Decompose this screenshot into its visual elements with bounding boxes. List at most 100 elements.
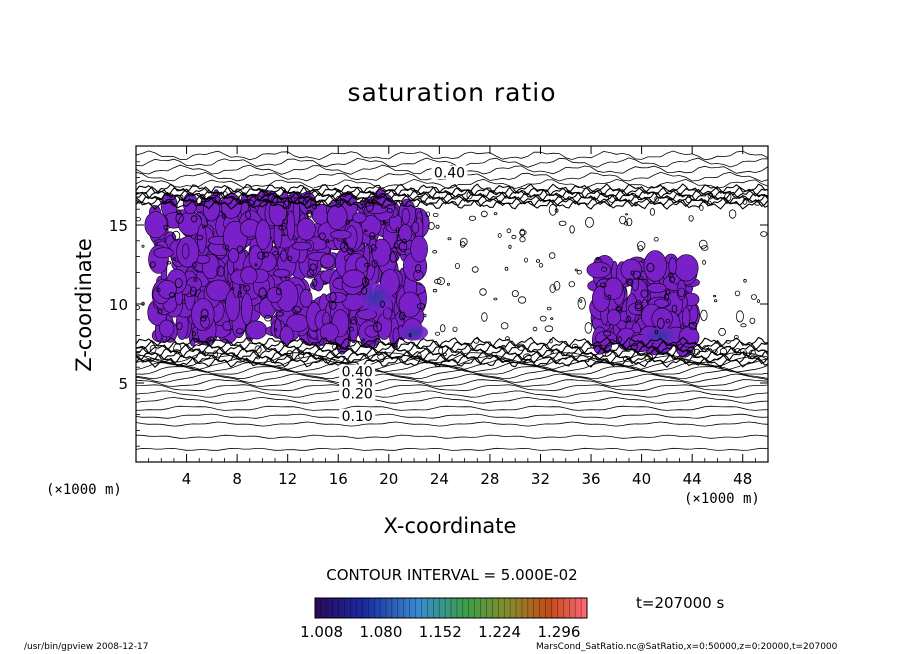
contour-loop	[454, 262, 460, 269]
saturation-blob	[674, 254, 699, 282]
contour-loop	[517, 296, 527, 304]
contour-loop	[416, 303, 426, 310]
contour-line	[136, 421, 768, 427]
contour-loop	[437, 277, 445, 286]
contour-loop	[168, 292, 176, 298]
saturation-blob	[319, 253, 335, 269]
contour-loop	[585, 216, 594, 228]
contour-loop	[224, 244, 229, 250]
saturation-blob	[620, 258, 642, 281]
contour-loop	[237, 291, 242, 295]
plot-area: 0.400.400.300.200.10	[136, 150, 768, 451]
contour-loop	[459, 241, 466, 248]
contour-loop	[394, 243, 399, 249]
contour-loop	[173, 257, 177, 262]
contour-loop	[685, 196, 692, 203]
x-tick-label: 16	[329, 470, 348, 488]
contour-loop	[328, 300, 337, 310]
time-label: t=207000 s	[636, 594, 725, 612]
x-axis-label: X-coordinate	[383, 514, 517, 538]
saturation-blob	[410, 235, 428, 263]
contour-loop	[306, 209, 313, 219]
contour-label-bg	[339, 408, 376, 423]
contour-loop	[235, 328, 244, 335]
contour-loop	[554, 208, 559, 213]
contour-line	[136, 384, 768, 392]
contour-loop	[365, 199, 374, 212]
contour-loop	[481, 312, 488, 322]
contour-loop	[519, 236, 526, 243]
contour-loop	[538, 263, 544, 268]
contour-label-bg	[431, 165, 468, 180]
saturation-blob	[382, 307, 393, 320]
contour-loop	[243, 284, 251, 292]
contour-loop	[254, 263, 258, 267]
contour-loop	[361, 276, 369, 287]
contour-loop	[524, 257, 528, 263]
contour-loop	[304, 199, 308, 203]
colorbar-tick-label: 1.080	[359, 623, 402, 641]
contour-loop	[389, 251, 398, 263]
contour-loop	[380, 300, 385, 308]
contour-line	[136, 350, 768, 362]
contour-loop	[549, 284, 556, 293]
contour-loop	[649, 208, 656, 216]
contour-loop	[574, 268, 578, 272]
contour-loop	[607, 294, 612, 299]
contour-loop	[671, 304, 678, 313]
saturation-blob	[157, 279, 177, 299]
y-tick-label: 5	[118, 375, 128, 393]
saturation-blob	[245, 320, 268, 340]
contour-line	[136, 405, 768, 411]
contour-loop	[446, 282, 450, 286]
contour-loop	[395, 227, 400, 233]
contour-loop	[258, 287, 267, 299]
contour-loop	[189, 286, 197, 297]
contour-loop	[166, 261, 171, 265]
contour-loop	[373, 321, 382, 333]
saturation-blob	[668, 257, 677, 275]
x-tick-label: 4	[182, 470, 192, 488]
contour-loop	[325, 239, 330, 244]
contour-line	[136, 413, 768, 419]
contour-line	[136, 183, 768, 195]
x-unit-left: (×1000 m)	[46, 482, 122, 498]
saturation-blob	[296, 217, 316, 241]
contour-loop	[548, 203, 558, 216]
saturation-blob	[352, 212, 367, 223]
contour-loop	[174, 278, 183, 289]
contour-loop	[432, 288, 438, 293]
contour-loop	[622, 355, 632, 362]
contour-loop	[550, 317, 554, 320]
saturation-blob	[159, 319, 175, 338]
contour-loop	[630, 270, 635, 276]
saturation-core	[642, 327, 679, 344]
contour-loop	[282, 200, 291, 210]
contour-loop	[315, 202, 321, 206]
contour-loop	[735, 310, 744, 323]
contour-loop	[471, 266, 479, 273]
contour-line	[136, 447, 768, 451]
saturation-blob	[299, 289, 313, 308]
contour-loop	[348, 326, 354, 332]
contour-loop	[136, 305, 141, 311]
contour-loop	[447, 237, 452, 241]
x-tick-label: 28	[480, 470, 499, 488]
saturation-blob	[398, 291, 422, 318]
saturation-blob	[280, 249, 288, 262]
contour-loop	[601, 266, 608, 272]
x-tick-label: 20	[379, 470, 398, 488]
contour-loop	[273, 327, 278, 332]
contour-loop	[306, 268, 314, 278]
contour-label-bg	[339, 364, 376, 379]
x-tick-label: 12	[278, 470, 297, 488]
footer-right: MarsCond_SatRatio.nc@SatRatio,x=0:50000,…	[536, 642, 838, 652]
saturation-blob	[413, 270, 424, 281]
x-tick-label: 48	[733, 470, 752, 488]
contour-label-bg	[339, 386, 376, 401]
saturation-blob	[240, 266, 258, 285]
contour-loop	[749, 317, 756, 324]
saturation-blob	[677, 287, 686, 298]
saturation-blob	[144, 211, 168, 239]
contour-loop	[757, 299, 760, 304]
